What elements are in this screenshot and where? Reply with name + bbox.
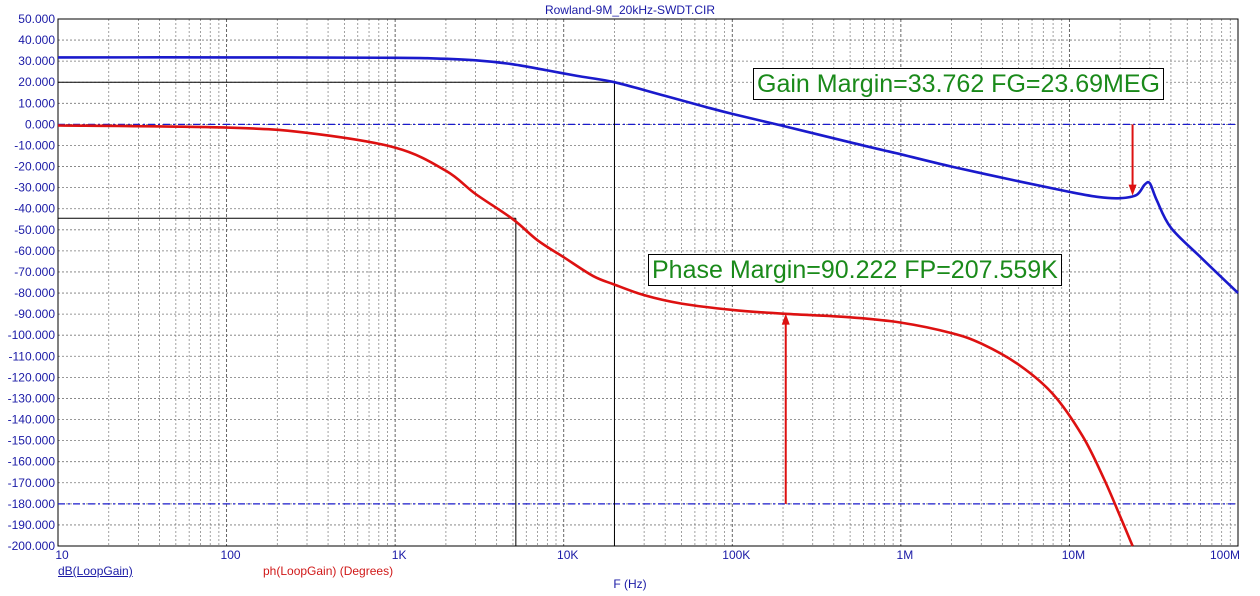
y-tick-label: -140.000 [8, 413, 56, 427]
y-tick-label: 0.000 [25, 117, 55, 131]
y-tick-label: -110.000 [9, 349, 56, 363]
y-tick-label: -80.000 [14, 286, 55, 300]
phase-margin-arrow-head [781, 313, 790, 325]
y-tick-label: -150.000 [8, 434, 56, 448]
y-tick-label: -30.000 [14, 181, 55, 195]
chart-title: Rowland-9M_20kHz-SWDT.CIR [544, 3, 716, 17]
y-tick-label: -90.000 [14, 307, 55, 321]
x-tick-label: 100 [221, 548, 241, 562]
y-tick-label: -60.000 [14, 244, 55, 258]
x-tick-label: 10K [557, 548, 578, 562]
gain-curve [57, 56, 1239, 294]
y-tick-label: -10.000 [14, 138, 55, 152]
y-tick-label: -70.000 [14, 265, 55, 279]
y-tick-label: -50.000 [14, 223, 55, 237]
y-tick-label: 20.000 [18, 75, 55, 89]
y-tick-label: -170.000 [8, 476, 56, 490]
y-tick-label: -160.000 [8, 455, 56, 469]
legend-phase[interactable]: ph(LoopGain) (Degrees) [263, 564, 394, 578]
x-tick-label: 1K [392, 548, 407, 562]
y-tick-label: 10.000 [18, 96, 55, 110]
y-tick-label: -120.000 [8, 370, 56, 384]
x-tick-label: 100K [722, 548, 750, 562]
plot-frame [57, 18, 1239, 547]
y-tick-label: -100.000 [8, 328, 56, 342]
y-tick-label: 40.000 [18, 33, 55, 47]
y-tick-label: 30.000 [18, 54, 55, 68]
x-tick-label: 10 [55, 548, 69, 562]
y-tick-label: -190.000 [8, 518, 56, 532]
y-tick-label: -20.000 [14, 160, 55, 174]
x-tick-label: 100M [1210, 548, 1240, 562]
phase-curve [57, 124, 1134, 547]
y-tick-label: -40.000 [14, 202, 55, 216]
y-tick-label: -180.000 [8, 497, 56, 511]
x-axis-title: F (Hz) [613, 577, 647, 591]
legend-gain[interactable]: dB(LoopGain) [58, 564, 133, 578]
y-tick-label: -130.000 [8, 391, 56, 405]
y-tick-label: 50.000 [18, 12, 55, 26]
gain-margin-annotation: Gain Margin=33.762 FG=23.69MEG [753, 68, 1165, 100]
x-tick-label: 10M [1062, 548, 1085, 562]
y-tick-label: -200.000 [8, 539, 56, 553]
phase-margin-annotation: Phase Margin=90.222 FP=207.559K [648, 254, 1062, 286]
x-tick-label: 1M [897, 548, 914, 562]
gain-margin-arrow-head [1128, 184, 1137, 196]
